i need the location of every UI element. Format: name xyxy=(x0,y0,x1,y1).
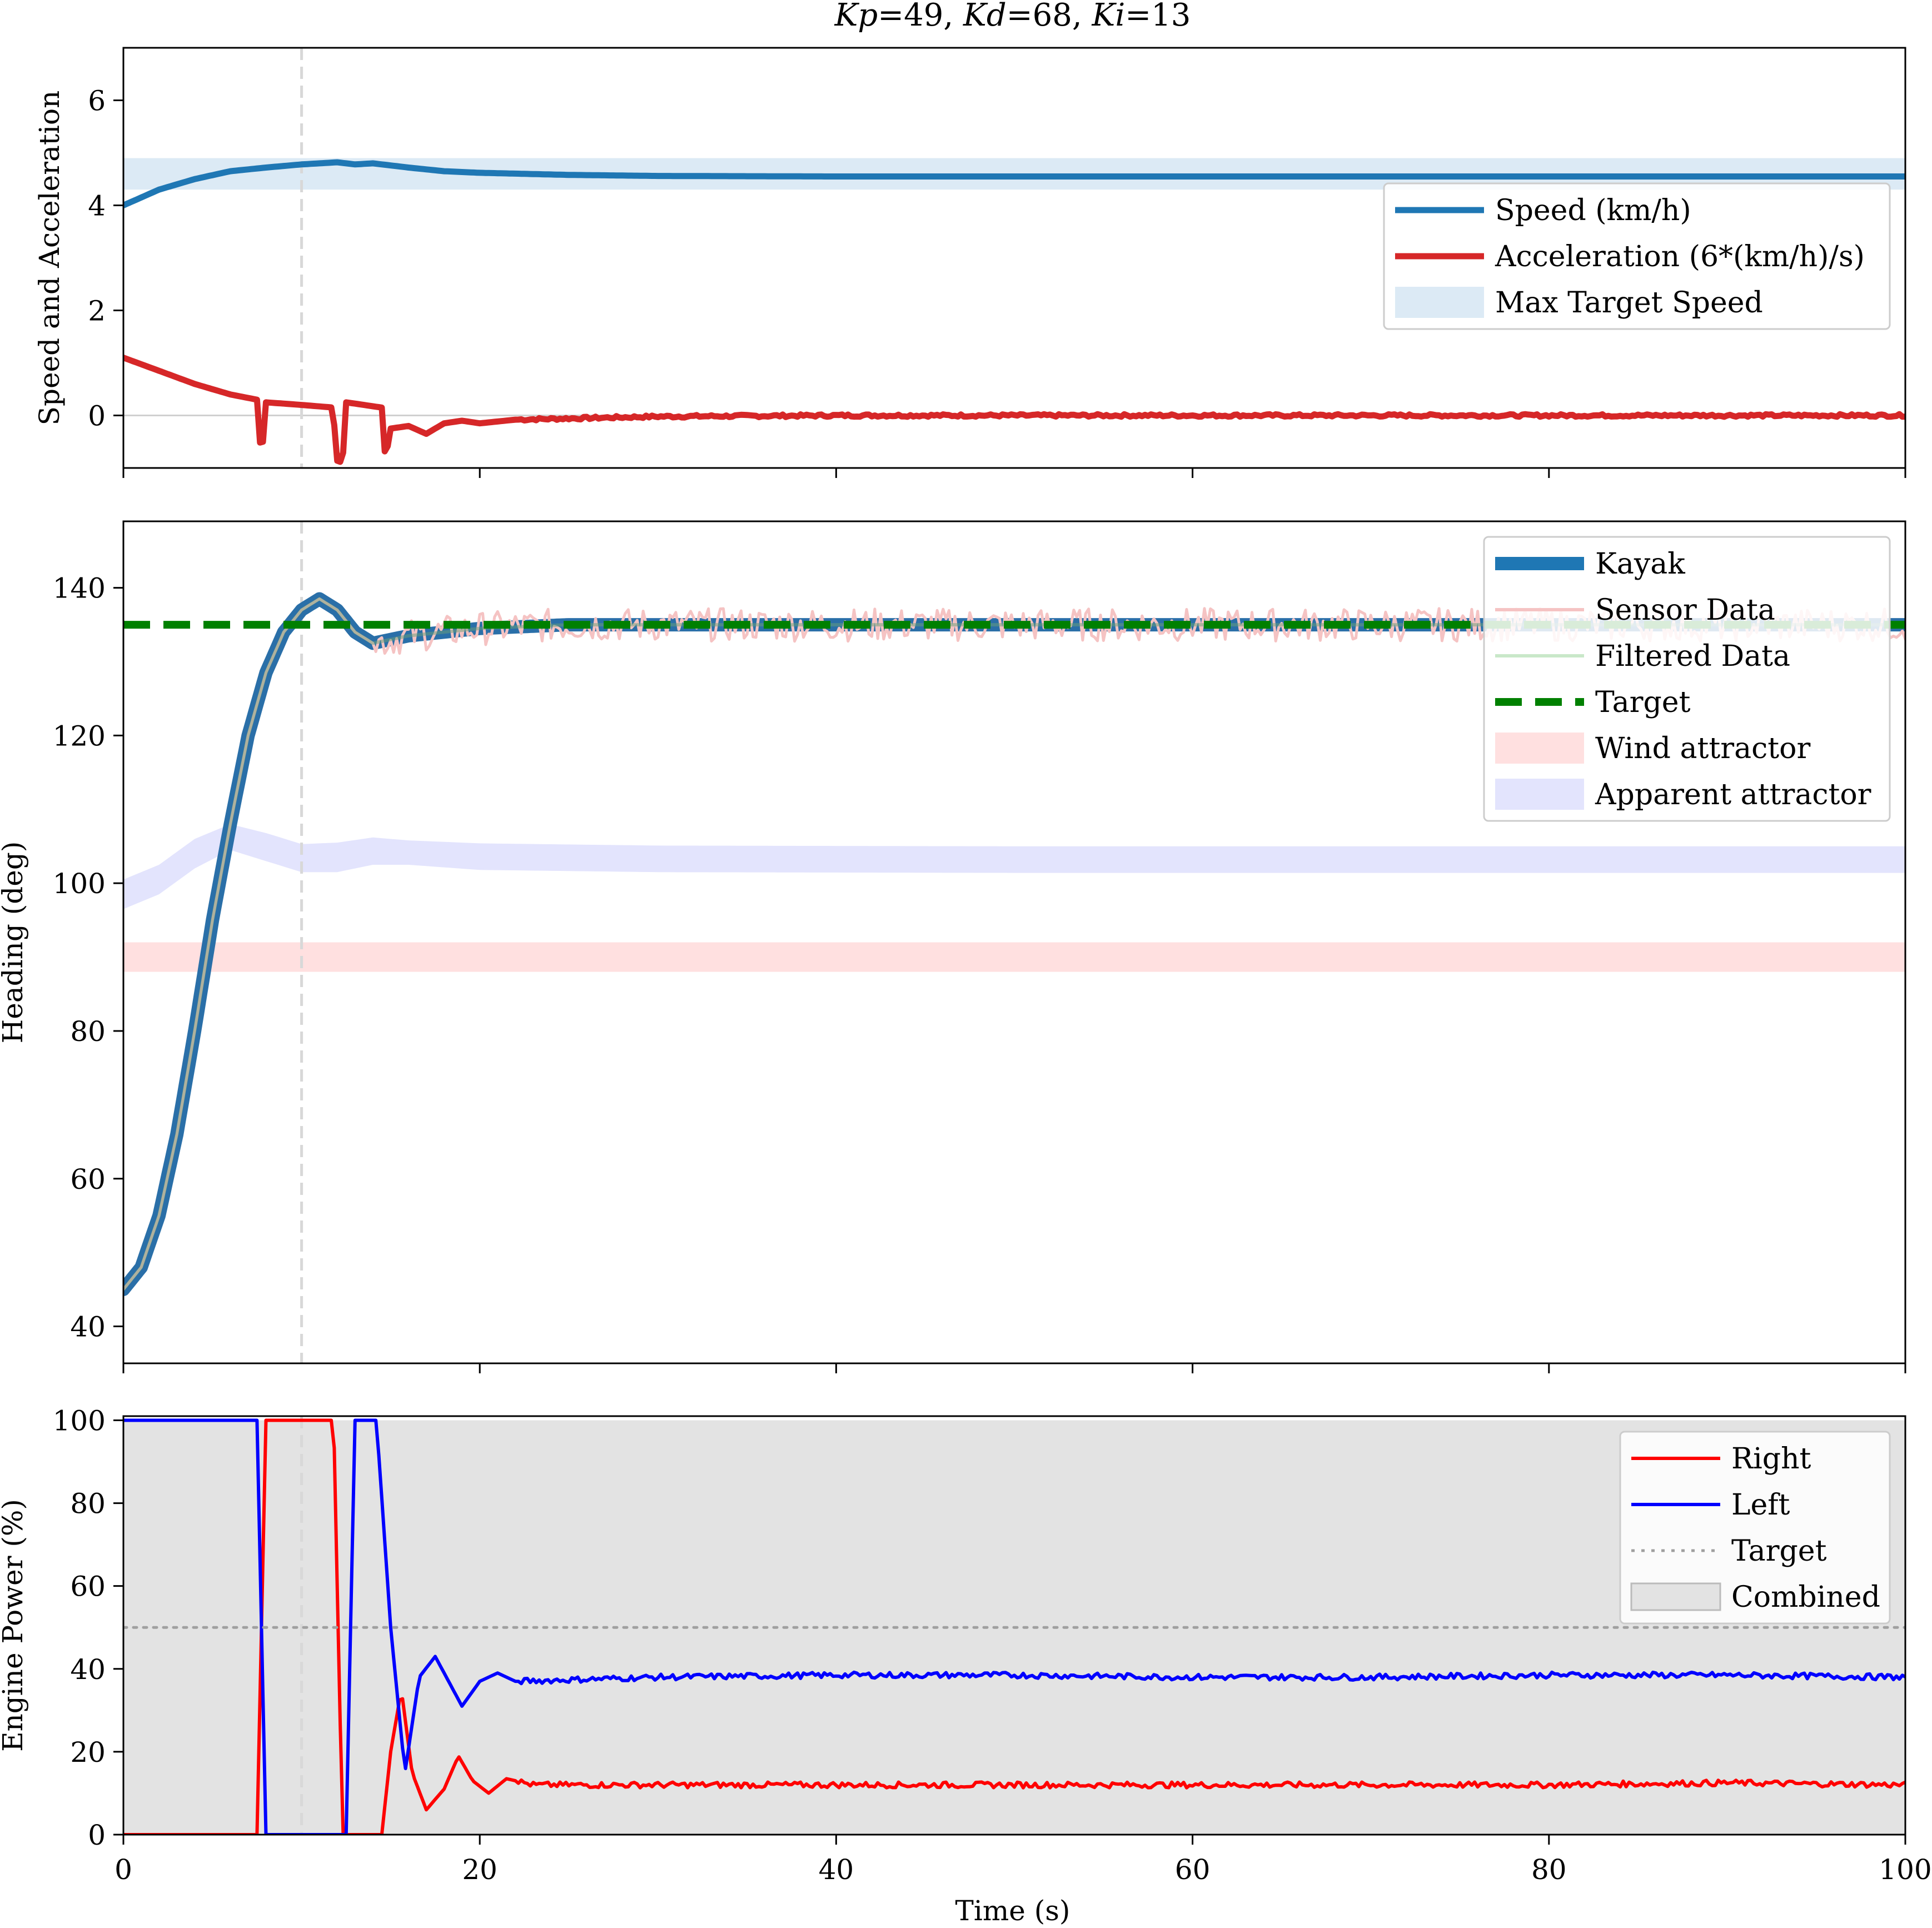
y-tick-label: 80 xyxy=(70,1015,106,1048)
speed-acceleration-panel: 0 2 4 6 Speed and Acceleration Speed (km/h) Ac… xyxy=(33,47,1906,478)
y-tick-label: 6 xyxy=(88,85,106,117)
y-axis-label: Engine Power (%) xyxy=(0,1499,29,1752)
y-tick-label: 140 xyxy=(53,572,106,605)
legend-entry-label: Target xyxy=(1731,1535,1827,1568)
legend-entry-label: Kayak xyxy=(1595,547,1685,581)
legend-swatch xyxy=(1495,779,1584,810)
y-tick-label: 80 xyxy=(70,1488,106,1520)
y-tick-label: 0 xyxy=(88,400,106,432)
wind-attractor-band xyxy=(123,942,1905,972)
legend-entry-label: Target xyxy=(1595,686,1691,719)
legend-entry-label: Filtered Data xyxy=(1595,640,1790,673)
legend-entry-label: Right xyxy=(1731,1442,1811,1476)
series-acceleration-6-km-h-s-line xyxy=(123,355,1905,465)
y-tick-label: 40 xyxy=(70,1653,106,1686)
y-tick-label: 2 xyxy=(88,295,106,327)
x-tick-label: 60 xyxy=(1175,1854,1211,1886)
engine-power-panel: 0 20 40 60 80 100 0 20 40 60 80 100 Engine Power (%)… xyxy=(0,1404,1932,1886)
y-tick-label: 120 xyxy=(53,720,106,752)
x-tick-label: 80 xyxy=(1531,1854,1567,1886)
y-tick-label: 40 xyxy=(70,1311,106,1343)
legend: Right Left Target Combined xyxy=(1619,1431,1891,1625)
plot-area xyxy=(123,48,1905,468)
y-axis-label: Heading (deg) xyxy=(0,841,29,1044)
legend-entry-label: Acceleration (6*(km/h)/s) xyxy=(1495,240,1865,273)
legend: Kayak Sensor Data Filtered Data Target Wind … xyxy=(1483,536,1891,822)
legend-entry-label: Speed (km/h) xyxy=(1495,194,1691,227)
series-speed-km-h-line xyxy=(123,159,1905,208)
x-axis-label: Time (s) xyxy=(955,1895,1070,1927)
series-left-line xyxy=(123,1418,1905,1835)
y-tick-label: 4 xyxy=(88,190,106,222)
legend-swatch xyxy=(1630,1582,1721,1611)
legend-box xyxy=(1483,536,1891,822)
x-tick-label: 20 xyxy=(462,1854,497,1886)
axes-frame xyxy=(122,520,1906,1364)
chart-title: Kp=49, Kd=68, Ki=13 xyxy=(834,0,1191,33)
x-tick-label: 40 xyxy=(819,1854,854,1886)
y-tick-label: 0 xyxy=(88,1819,106,1851)
legend: Speed (km/h) Acceleration (6*(km/h)/s) Max… xyxy=(1383,182,1891,330)
y-tick-label: 100 xyxy=(53,868,106,900)
series-right-line xyxy=(123,1418,1905,1835)
y-tick-label: 60 xyxy=(70,1163,106,1195)
y-tick-label: 60 xyxy=(70,1571,106,1603)
x-tick-label: 0 xyxy=(114,1854,132,1886)
y-tick-label: 20 xyxy=(70,1736,106,1768)
axes-frame xyxy=(122,47,1906,469)
x-tick-label: 100 xyxy=(1879,1854,1931,1886)
axes-frame xyxy=(122,1415,1906,1836)
plot-area xyxy=(123,1416,1905,1835)
legend-swatch xyxy=(1495,733,1584,764)
legend-entry-label: Left xyxy=(1731,1488,1790,1522)
y-axis-label: Speed and Acceleration xyxy=(33,91,66,426)
legend-entry-label: Combined xyxy=(1731,1581,1880,1614)
legend-entry-label: Apparent attractor xyxy=(1595,778,1871,811)
legend-box xyxy=(1383,182,1891,330)
legend-entry-label: Wind attractor xyxy=(1595,732,1810,765)
legend-entry-label: Max Target Speed xyxy=(1495,286,1763,320)
legend-box xyxy=(1619,1431,1891,1625)
y-tick-label: 100 xyxy=(53,1404,106,1437)
legend-swatch xyxy=(1395,287,1484,318)
apparent-attractor-band xyxy=(123,824,1905,909)
legend-entry-label: Sensor Data xyxy=(1595,594,1775,627)
heading-panel: 40 60 80 100 120 140 Heading (deg) Kayak Sensor … xyxy=(0,520,1906,1373)
